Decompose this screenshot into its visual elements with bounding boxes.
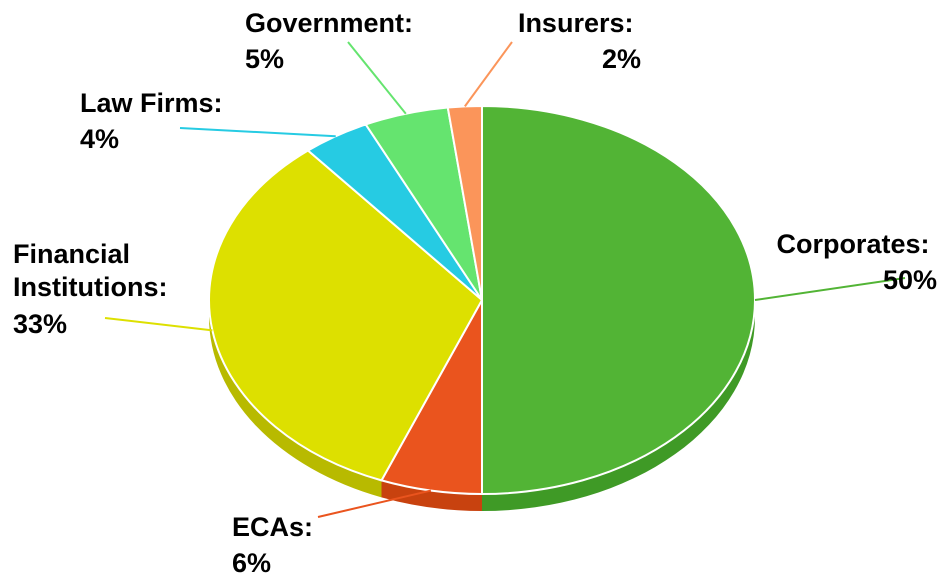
pie-slices: [208, 105, 756, 495]
label-ecas: ECAs: 6%: [232, 512, 321, 578]
label-government: Government: 5%: [245, 8, 421, 74]
slice-side-financial-institutions: [209, 300, 382, 498]
leader-insurers: [464, 41, 513, 107]
leader-ecas: [317, 489, 432, 518]
label-financial-institutions-name-1: Financial: [13, 239, 130, 269]
label-ecas-value: 6%: [232, 548, 271, 578]
slice-labels: Corporates: 50% ECAs: 6% Financial Insti…: [13, 8, 937, 578]
label-law-firms-value: 4%: [80, 124, 119, 154]
label-financial-institutions-value: 33%: [13, 309, 67, 339]
label-government-value: 5%: [245, 44, 284, 74]
label-financial-institutions: Financial Institutions: 33%: [13, 239, 175, 339]
label-insurers-name: Insurers:: [518, 8, 634, 38]
label-law-firms-name: Law Firms:: [80, 88, 223, 118]
label-insurers-value: 2%: [602, 44, 641, 74]
slice-insurers: [446, 105, 483, 301]
leader-lines: [104, 41, 906, 518]
label-law-firms: Law Firms: 4%: [80, 88, 230, 154]
leader-government: [347, 41, 407, 115]
label-ecas-name: ECAs:: [232, 512, 313, 542]
slice-side-ecas: [381, 480, 482, 511]
label-corporates-name: Corporates:: [776, 229, 929, 259]
label-government-name: Government:: [245, 8, 413, 38]
label-financial-institutions-name-2: Institutions:: [13, 272, 167, 302]
label-insurers: Insurers: 2%: [518, 8, 641, 74]
label-corporates-value: 50%: [883, 265, 937, 295]
leader-law-firms: [179, 127, 336, 138]
leader-financial-institutions: [104, 317, 213, 332]
label-corporates: Corporates: 50%: [776, 229, 937, 295]
slice-corporates: [481, 105, 756, 495]
leader-corporates: [754, 277, 906, 301]
